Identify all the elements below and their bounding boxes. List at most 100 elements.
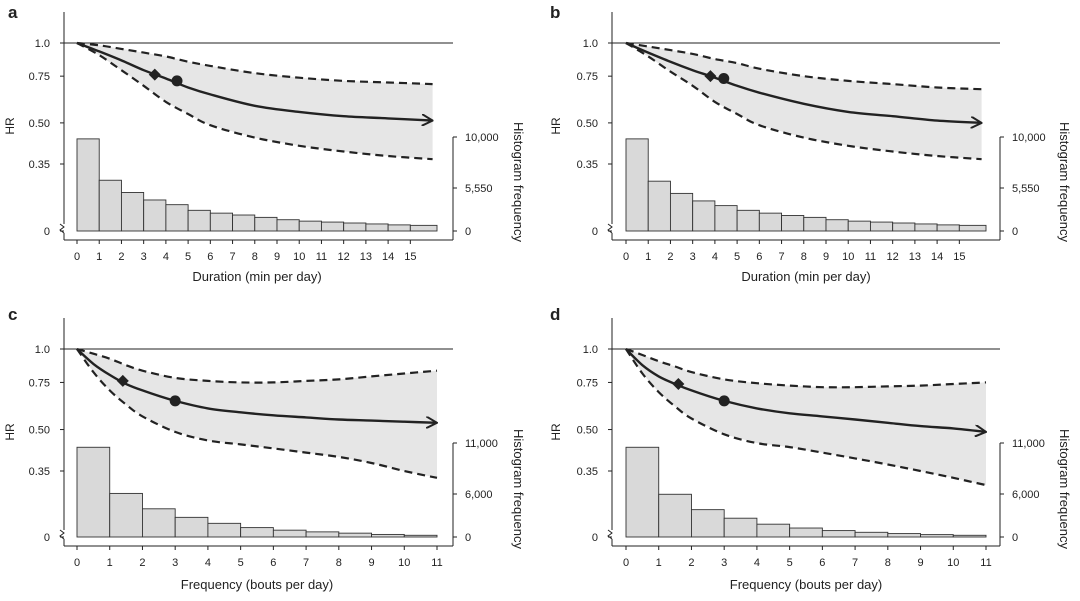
- histogram-bar: [821, 530, 856, 538]
- histogram-bar: [187, 209, 211, 232]
- x-tick-label: 0: [74, 251, 80, 263]
- y-tick-label-left: 0.50: [29, 425, 50, 437]
- histogram-bar: [109, 492, 143, 538]
- x-tick-label: 3: [172, 557, 178, 569]
- histogram-bar: [723, 517, 758, 538]
- x-tick-label: 4: [712, 251, 718, 263]
- histogram-bar: [387, 224, 411, 232]
- y-axis-label-left: HR: [549, 117, 563, 135]
- x-tick-label: 0: [623, 557, 629, 569]
- histogram-bar: [338, 532, 372, 538]
- histogram-bar: [714, 205, 738, 232]
- y-tick-label-left: 0.50: [29, 118, 50, 130]
- y-tick-label-right: 0: [1012, 532, 1018, 544]
- confidence-band: [77, 43, 433, 160]
- x-tick-label: 6: [819, 557, 825, 569]
- ci-lower-bound: [76, 42, 433, 161]
- y-tick-label-left: 0: [592, 226, 598, 238]
- x-tick-label: 5: [238, 557, 244, 569]
- x-tick-label: 1: [96, 251, 102, 263]
- histogram-bar: [207, 522, 242, 538]
- x-tick-label: 0: [623, 251, 629, 263]
- x-tick-label: 13: [909, 251, 921, 263]
- y-tick-label-left: 1.0: [583, 38, 598, 50]
- x-axis-label: Duration (min per day): [192, 269, 321, 284]
- x-tick-label: 8: [885, 557, 891, 569]
- histogram-bar: [209, 212, 234, 232]
- x-tick-label: 6: [207, 251, 213, 263]
- histogram-bar: [174, 516, 209, 538]
- y-tick-label-left: 0.35: [29, 159, 50, 171]
- histogram-bar: [98, 179, 122, 232]
- x-tick-label: 7: [229, 251, 235, 263]
- y-tick-label-right: 10,000: [1012, 132, 1046, 144]
- histogram-bar: [892, 222, 916, 232]
- histogram-bar: [920, 534, 954, 538]
- panel-letter: c: [8, 305, 17, 324]
- histogram-bar: [320, 221, 345, 232]
- panel-letter: d: [550, 305, 560, 324]
- y-tick-label-left: 0.75: [577, 377, 598, 389]
- histogram-bar: [76, 446, 111, 538]
- y-tick-label-right: 0: [465, 226, 471, 238]
- hr-curve: [625, 348, 986, 432]
- histogram-bar: [781, 215, 805, 232]
- histogram-bar: [371, 533, 405, 538]
- circle-marker: [718, 72, 730, 84]
- x-tick-label: 6: [270, 557, 276, 569]
- histogram-bar: [789, 527, 823, 538]
- y-axis-label-left: HR: [549, 423, 563, 441]
- x-tick-label: 11: [431, 557, 442, 569]
- axis-break-mark: [607, 223, 613, 234]
- y-tick-label-left: 0.50: [577, 118, 598, 130]
- histogram-bar: [854, 531, 889, 538]
- histogram-bar: [825, 219, 849, 232]
- y-tick-label-left: 0: [44, 532, 50, 544]
- x-tick-label: 1: [645, 251, 651, 263]
- hr-curve: [76, 41, 433, 121]
- histogram-bar: [936, 224, 960, 232]
- histogram-bar: [658, 493, 692, 538]
- histogram-bar: [343, 222, 367, 232]
- x-tick-label: 3: [141, 251, 147, 263]
- histogram-bar: [952, 534, 987, 538]
- x-tick-label: 14: [382, 251, 394, 263]
- y-tick-label-right: 0: [1012, 226, 1018, 238]
- ci-lower-bound: [625, 42, 982, 161]
- x-tick-label: 4: [163, 251, 169, 263]
- panel-letter: b: [550, 3, 560, 22]
- histogram-bar: [625, 446, 660, 538]
- circle-marker: [171, 75, 183, 87]
- x-tick-label: 11: [980, 557, 991, 569]
- histogram-bar: [143, 199, 167, 232]
- x-tick-label: 12: [887, 251, 899, 263]
- histogram-bar: [869, 221, 894, 232]
- y-axis-label-right: Histogram frequency: [1057, 429, 1072, 549]
- histogram-bar: [736, 209, 760, 232]
- x-tick-label: 2: [667, 251, 673, 263]
- histogram-bar: [403, 534, 438, 538]
- hr-plot-area: 1.0 0.75 0.50 0.35 0 11,000 6,000 0 0 1 2 3 4 5 6 7 8 9 10…: [577, 318, 1045, 569]
- y-tick-label-left: 0.75: [29, 71, 50, 83]
- histogram-bar: [365, 223, 389, 232]
- y-tick-label-left: 1.0: [35, 38, 50, 50]
- histogram-bar: [76, 138, 100, 232]
- y-tick-label-right: 6,000: [465, 489, 493, 501]
- x-tick-label: 10: [947, 557, 959, 569]
- x-tick-label: 12: [338, 251, 350, 263]
- x-tick-label: 3: [690, 251, 696, 263]
- histogram-bar: [691, 509, 725, 538]
- circle-marker: [718, 395, 730, 407]
- y-tick-label-left: 0: [592, 532, 598, 544]
- y-tick-label-right: 11,000: [465, 438, 498, 450]
- histogram-bar: [887, 533, 921, 538]
- y-tick-label-right: 5,550: [1012, 183, 1040, 195]
- x-tick-label: 14: [931, 251, 943, 263]
- histogram-bar: [240, 527, 274, 538]
- x-tick-label: 13: [360, 251, 372, 263]
- x-axis-label: Frequency (bouts per day): [181, 577, 333, 592]
- hr-curve: [76, 348, 437, 423]
